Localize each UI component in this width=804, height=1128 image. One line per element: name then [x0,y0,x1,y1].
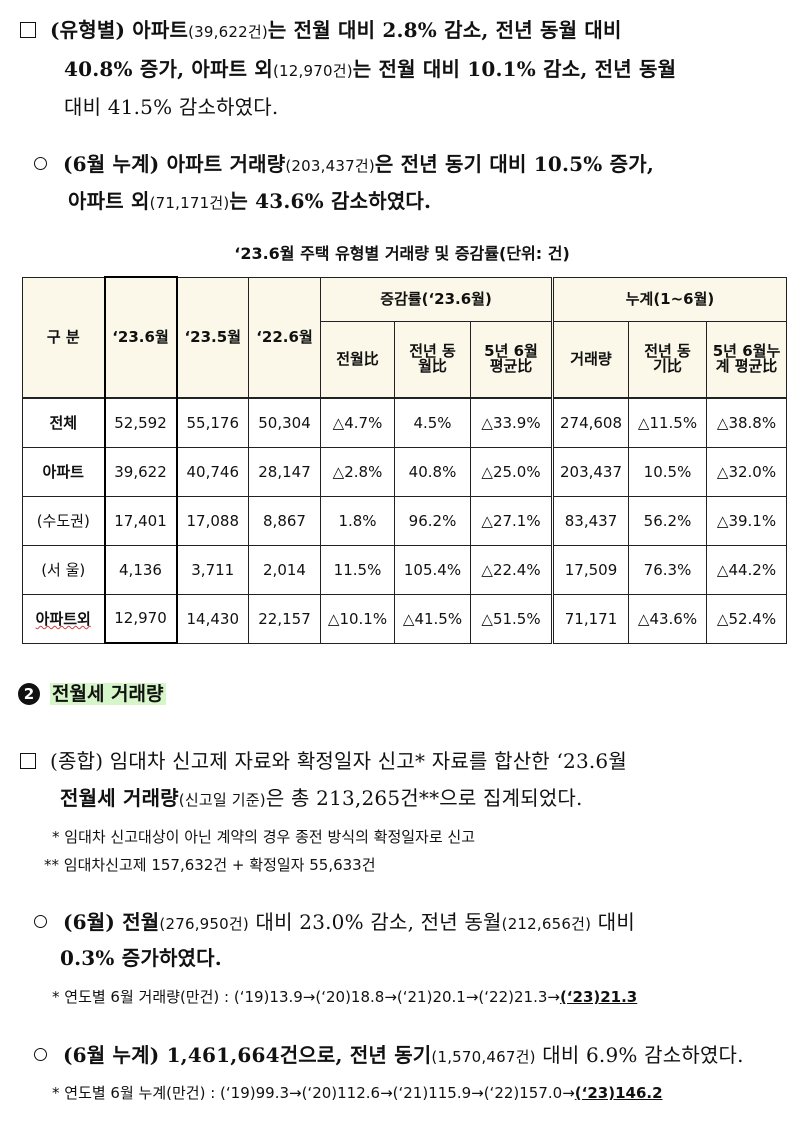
para3-line2: 전월세 거래량(신고일 기준)은 총 213,265건**으로 집계되었다. [60,786,583,810]
table-cell: 28,147 [248,446,321,497]
table-row: 전체 52,592 55,176 50,304 △4.7% 4.5% △33.9% 274,6… [22,397,787,448]
housing-transaction-table: 구 분 ‘23.6월 ‘23.5월 ‘22.6월 증감률(‘23.6월) 누계(… [22,276,787,644]
square-bullet-icon [20,753,36,769]
table-cell: 17,401 [103,495,178,546]
table-cell: △43.6% [628,593,707,644]
table-cell: △41.5% [394,593,471,644]
table-cell: 71,171 [551,593,629,644]
row-label: (서 울) [22,544,105,595]
para1-line3: 대비 41.5% 감소하였다. [64,95,279,119]
table-cell: △11.5% [628,397,707,448]
table-cell: 17,509 [551,544,629,595]
table-caption: ‘23.6월 주택 유형별 거래량 및 증감률(단위: 건) [234,244,570,263]
footnote-2: ** 임대차신고제 157,632건 + 확정일자 55,633건 [44,856,376,874]
table-cell: 52,592 [103,397,178,448]
table-cell: 10.5% [628,446,707,497]
table-cell: 14,430 [176,593,249,644]
row-label: 전체 [22,397,105,448]
header-group-change-rate: 증감률(‘23.6월) [320,276,553,322]
circle-bullet-icon [34,915,47,928]
table-cell: 4.5% [394,397,471,448]
table-cell: △25.0% [470,446,553,497]
row-label: 아파트 [22,446,105,497]
table-cell: △38.8% [706,397,787,448]
table-cell: 56.2% [628,495,707,546]
header-5yr-june-avg: 5년 6월 평균比 [470,320,553,399]
para4-line2: 0.3% 증가하였다. [60,946,222,970]
header-5yr-cum-avg: 5년 6월누계 평균比 [706,320,787,399]
para2-line2: 아파트 외(71,171건)는 43.6% 감소하였다. [68,189,432,213]
para5-line1: (6월 누계) 1,461,664건으로, 전년 동기(1,570,467건) … [34,1039,744,1068]
table-cell: 40,746 [176,446,249,497]
table-cell: △39.1% [706,495,787,546]
table-cell: 1.8% [320,495,395,546]
table-cell: △32.0% [706,446,787,497]
table-cell: △22.4% [470,544,553,595]
circle-bullet-icon [34,1048,47,1061]
header-prev-year-month: 전년 동월比 [394,320,471,399]
table-cell: 96.2% [394,495,471,546]
table-cell: 11.5% [320,544,395,595]
header-prev-year-period: 전년 동기比 [628,320,707,399]
table-cell: 40.8% [394,446,471,497]
table-row: 아파트외 12,970 14,430 22,157 △10.1% △41.5% △51.5%… [22,593,787,644]
table-cell: △52.4% [706,593,787,644]
table-cell: 12,970 [103,593,178,644]
table-cell: 83,437 [551,495,629,546]
para2-line1: (6월 누계) 아파트 거래량(203,437건)은 전년 동기 대비 10.5… [34,148,654,177]
table-cell: 3,711 [176,544,249,595]
section-number-icon: 2 [18,683,40,705]
header-prev-month: 전월比 [320,320,395,399]
table-row: (수도권) 17,401 17,088 8,867 1.8% 96.2% △27.1% 83,… [22,495,787,546]
para3-line1: (종합) 임대차 신고제 자료와 확정일자 신고* 자료를 합산한 ‘23.6월 [20,745,627,774]
circle-bullet-icon [34,157,47,170]
table-cell: 76.3% [628,544,707,595]
header-col-2306: ‘23.6월 [103,276,178,399]
table-row: (서 울) 4,136 3,711 2,014 11.5% 105.4% △22.4% 17,… [22,544,787,595]
para4-line1: (6월) 전월(276,950건) 대비 23.0% 감소, 전년 동월(212… [34,906,635,935]
table-cell: 22,157 [248,593,321,644]
table-cell: 274,608 [551,397,629,448]
para1-line1: (유형별) 아파트(39,622건)는 전월 대비 2.8% 감소, 전년 동월… [20,14,622,43]
header-col-2206: ‘22.6월 [248,276,321,399]
header-group-cumulative: 누계(1~6월) [551,276,787,322]
table-cell: 203,437 [551,446,629,497]
para1-line2: 40.8% 증가, 아파트 외(12,970건)는 전월 대비 10.1% 감소… [64,57,677,81]
row-label: (수도권) [22,495,105,546]
table-row: 아파트 39,622 40,746 28,147 △2.8% 40.8% △25.0% 203… [22,446,787,497]
row-label: 아파트외 [22,593,105,644]
yearly-june-cumulative-note: * 연도별 6월 누계(만건) : (‘19)99.3→(‘20)112.6→(… [52,1084,663,1102]
header-category: 구 분 [22,276,105,399]
table-cell: △4.7% [320,397,395,448]
table-cell: 105.4% [394,544,471,595]
table-cell: 17,088 [176,495,249,546]
table-cell: 39,622 [103,446,178,497]
table-cell: △44.2% [706,544,787,595]
header-volume: 거래량 [551,320,629,399]
footnote-1: * 임대차 신고대상이 아닌 계약의 경우 종전 방식의 확정일자로 신고 [52,828,476,846]
table-cell: △27.1% [470,495,553,546]
section-title: 2 전월세 거래량 [18,679,166,706]
table-cell: △2.8% [320,446,395,497]
yearly-june-volume-note: * 연도별 6월 거래량(만건) : (‘19)13.9→(‘20)18.8→(… [52,988,638,1006]
header-col-2305: ‘23.5월 [176,276,249,399]
table-cell: △33.9% [470,397,553,448]
table-cell: 4,136 [103,544,178,595]
table-cell: 55,176 [176,397,249,448]
table-cell: △10.1% [320,593,395,644]
square-bullet-icon [20,22,36,38]
table-cell: 2,014 [248,544,321,595]
table-cell: △51.5% [470,593,553,644]
table-cell: 8,867 [248,495,321,546]
table-cell: 50,304 [248,397,321,448]
